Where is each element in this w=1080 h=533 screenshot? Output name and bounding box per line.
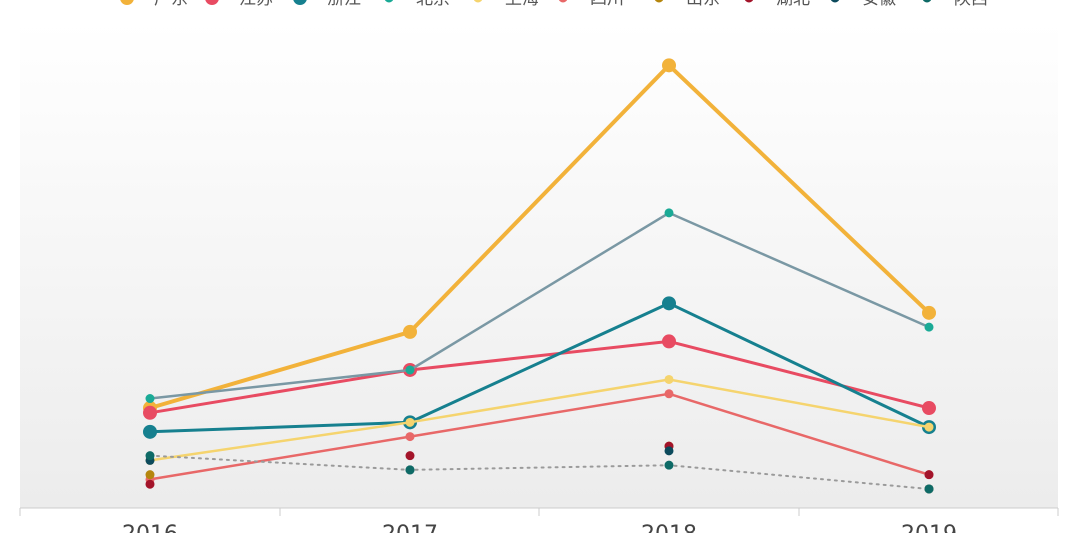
legend: 广东 江苏 浙江 北京 上海 四川 山东 湖北 安徽 陕西	[120, 0, 988, 9]
legend-label: 江苏	[239, 0, 273, 9]
data-point	[143, 424, 157, 439]
x-tick-label: 2019	[901, 522, 957, 533]
legend-label: 安徽	[862, 0, 896, 9]
data-point	[145, 479, 155, 489]
data-point	[664, 389, 674, 399]
series-line	[148, 378, 931, 462]
series-line	[148, 63, 931, 410]
data-point	[662, 58, 676, 73]
data-point	[662, 296, 676, 311]
legend-swatch-marker	[744, 0, 754, 3]
data-point	[924, 470, 934, 480]
series-3	[143, 296, 936, 439]
data-point	[924, 422, 934, 432]
data-point	[664, 446, 674, 456]
series-line	[148, 211, 931, 400]
legend-label: 上海	[505, 0, 539, 9]
legend-label: 四川	[590, 0, 624, 9]
data-point	[924, 484, 934, 494]
legend-swatch-marker	[922, 0, 932, 3]
data-point	[664, 460, 674, 470]
series-line	[148, 339, 931, 415]
legend-swatch-marker	[473, 0, 483, 3]
legend-swatch-marker	[558, 0, 568, 3]
series-line	[148, 301, 931, 434]
data-point	[405, 365, 415, 375]
legend-label: 陕西	[954, 0, 988, 9]
data-point	[924, 322, 934, 332]
legend-item: 浙江	[293, 0, 361, 9]
legend-item: 江苏	[205, 0, 273, 9]
legend-swatch-marker	[205, 0, 219, 5]
data-point	[405, 432, 415, 442]
legend-label: 山东	[686, 0, 720, 9]
x-axis: 2016 2017 2018 2019	[19, 507, 1059, 533]
data-point	[922, 305, 936, 320]
legend-item: 湖北	[744, 0, 810, 9]
legend-item: 上海	[473, 0, 539, 9]
series-1	[143, 58, 936, 416]
data-point	[145, 451, 155, 461]
data-point	[922, 401, 936, 416]
legend-item: 四川	[558, 0, 624, 9]
legend-swatch-marker	[384, 0, 394, 3]
legend-swatch-marker	[293, 0, 307, 5]
legend-item: 广东	[120, 0, 188, 9]
legend-label: 浙江	[327, 0, 361, 9]
data-point	[662, 334, 676, 349]
data-point	[664, 374, 674, 384]
legend-swatch-marker	[830, 0, 840, 3]
x-tick-label: 2016	[122, 522, 178, 533]
data-point	[405, 417, 415, 427]
x-tick-label: 2018	[641, 522, 697, 533]
data-point	[405, 451, 415, 461]
data-point	[145, 470, 155, 480]
data-point	[145, 394, 155, 404]
x-tick-label: 2017	[382, 522, 438, 533]
legend-item: 山东	[654, 0, 720, 9]
legend-swatch-marker	[654, 0, 664, 3]
series-10	[145, 451, 934, 494]
data-point	[405, 465, 415, 475]
legend-item: 安徽	[830, 0, 896, 9]
series-line	[148, 392, 931, 481]
legend-label: 广东	[154, 0, 188, 9]
legend-swatch-marker	[120, 0, 134, 5]
series-4	[145, 208, 934, 404]
legend-item: 陕西	[922, 0, 988, 9]
legend-label: 湖北	[776, 0, 810, 9]
legend-item: 北京	[384, 0, 450, 9]
series-layer	[143, 58, 936, 494]
data-point	[403, 324, 417, 339]
data-point	[664, 208, 674, 218]
plot-background	[20, 22, 1058, 508]
data-point	[143, 405, 157, 420]
legend-label: 北京	[416, 0, 450, 9]
